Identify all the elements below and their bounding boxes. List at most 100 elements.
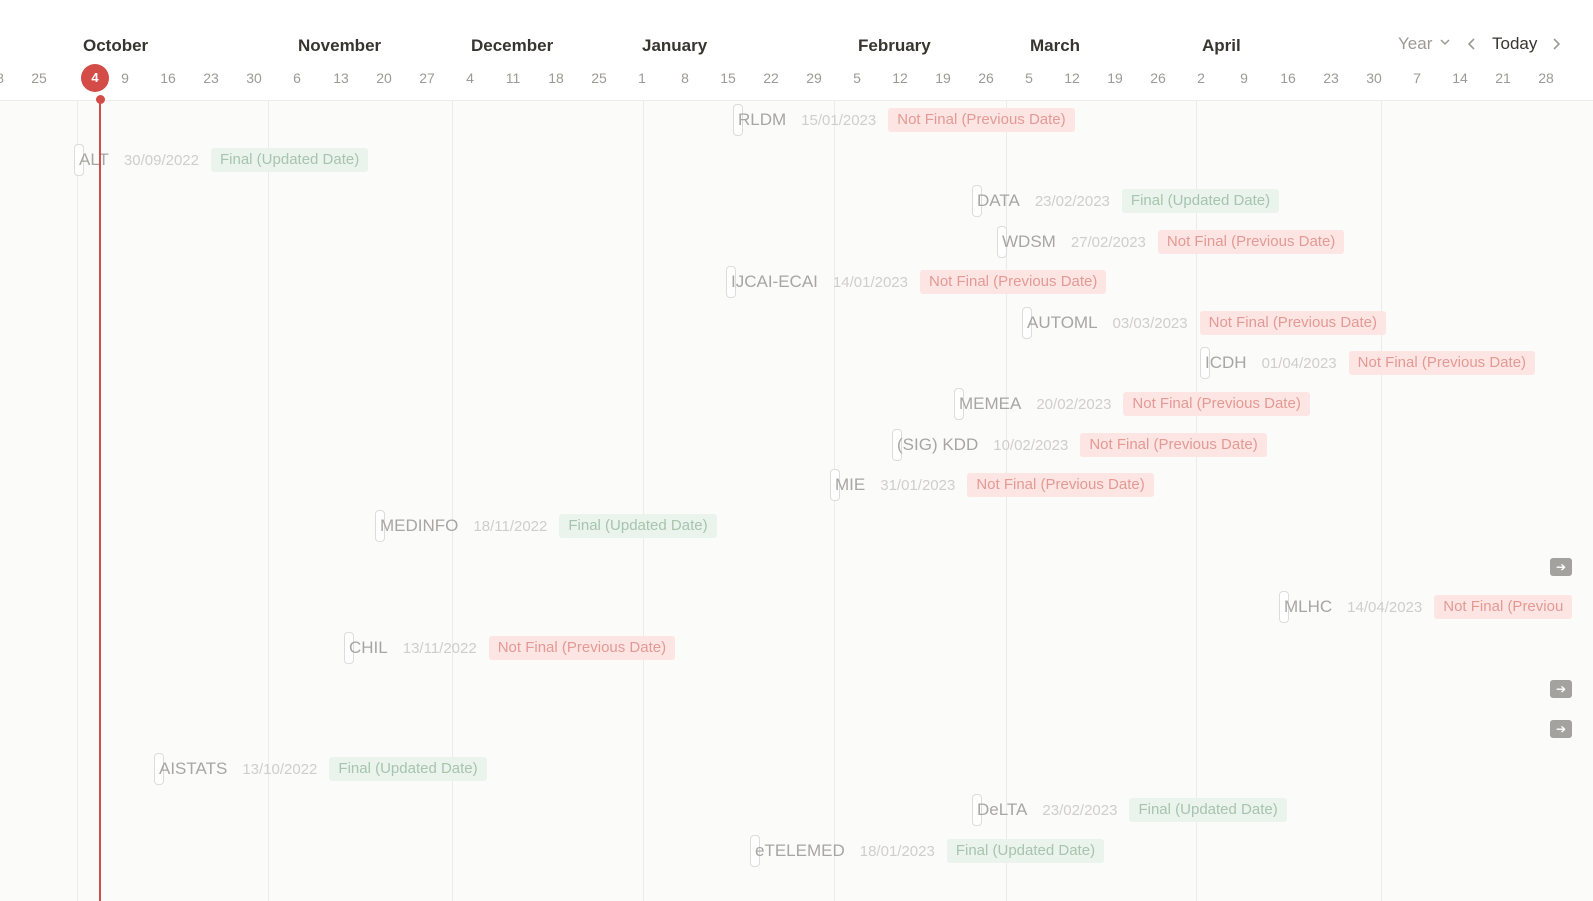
chevron-left-icon[interactable]	[1465, 37, 1479, 51]
timeline-item[interactable]: MLHC 14/04/2023 Not Final (Previou	[1279, 591, 1573, 623]
item-name: eTELEMED	[755, 841, 845, 860]
day-label: 9	[121, 70, 129, 86]
chevron-right-icon[interactable]	[1549, 37, 1563, 51]
day-label: 26	[1150, 70, 1166, 86]
status-badge: Final (Updated Date)	[211, 148, 369, 172]
resize-handle[interactable]	[1022, 307, 1032, 339]
timeline-item[interactable]: CHIL 13/11/2022 Not Final (Previous Date)	[344, 632, 676, 664]
item-date: 13/11/2022	[402, 639, 477, 657]
day-label: 15	[720, 70, 736, 86]
timeline-item[interactable]: AISTATS 13/10/2022 Final (Updated Date)	[154, 753, 487, 785]
timeline-item[interactable]: ALT 30/09/2022 Final (Updated Date)	[74, 144, 369, 176]
view-selector[interactable]: Year	[1398, 34, 1451, 54]
item-date: 18/11/2022	[473, 517, 548, 535]
status-badge: Not Final (Previous Date)	[888, 108, 1075, 132]
item-name: MEDINFO	[380, 516, 459, 535]
timeline-item[interactable]: AUTOML 03/03/2023 Not Final (Previous Date…	[1022, 307, 1387, 339]
timeline-item[interactable]: ICDH 01/04/2023 Not Final (Previous Date)	[1200, 347, 1536, 379]
day-label: 5	[1025, 70, 1033, 86]
resize-handle[interactable]	[750, 835, 760, 867]
day-label: 9	[1240, 70, 1248, 86]
status-badge: Not Final (Previous Date)	[1199, 311, 1387, 335]
resize-handle[interactable]	[892, 429, 902, 461]
item-name: ALT	[79, 150, 109, 169]
timeline-item[interactable]: eTELEMED 18/01/2023 Final (Updated Date)	[750, 835, 1105, 867]
day-label: 11	[505, 70, 521, 86]
resize-handle[interactable]	[375, 510, 385, 542]
item-name: AISTATS	[159, 759, 228, 778]
item-name: DATA	[977, 191, 1020, 210]
arrow-right-icon[interactable]: ➔	[1550, 720, 1572, 738]
day-label: 5	[853, 70, 861, 86]
day-label: 25	[591, 70, 607, 86]
status-badge: Not Final (Previous Date)	[488, 636, 676, 660]
arrow-right-icon[interactable]: ➔	[1550, 680, 1572, 698]
item-name: MLHC	[1284, 597, 1333, 616]
day-label: 1	[638, 70, 646, 86]
resize-handle[interactable]	[972, 794, 982, 826]
status-badge: Not Final (Previous Date)	[1157, 230, 1345, 254]
day-label: 8	[0, 70, 17, 86]
day-label: 8	[681, 70, 689, 86]
month-label: December	[471, 36, 554, 55]
resize-handle[interactable]	[954, 388, 964, 420]
timeline-item[interactable]: MIE 31/01/2023 Not Final (Previous Date)	[830, 469, 1154, 501]
day-label: 20	[376, 70, 392, 86]
timeline-item[interactable]: DeLTA 23/02/2023 Final (Updated Date)	[972, 794, 1287, 826]
resize-handle[interactable]	[830, 469, 840, 501]
timeline-item[interactable]: MEDINFO 18/11/2022 Final (Updated Date)	[375, 510, 717, 542]
timeline-item[interactable]: MEMEA 20/02/2023 Not Final (Previous Date)	[954, 388, 1310, 420]
status-badge: Not Final (Previous Date)	[1080, 433, 1267, 457]
resize-handle[interactable]	[972, 185, 982, 217]
item-name: DeLTA	[977, 800, 1028, 819]
resize-handle[interactable]	[1279, 591, 1289, 623]
arrow-right-icon[interactable]: ➔	[1550, 558, 1572, 576]
timeline-item[interactable]: DATA 23/02/2023 Final (Updated Date)	[972, 185, 1280, 217]
resize-handle[interactable]	[344, 632, 354, 664]
timeline-item[interactable]: RLDM 15/01/2023 Not Final (Previous Date)	[733, 104, 1075, 136]
day-label: 26	[978, 70, 994, 86]
resize-handle[interactable]	[74, 144, 84, 176]
month-label: March	[1030, 36, 1081, 55]
day-label: 7	[1413, 70, 1421, 86]
day-label: 19	[935, 70, 951, 86]
resize-handle[interactable]	[726, 266, 736, 298]
item-date: 31/01/2023	[880, 476, 956, 494]
item-date: 03/03/2023	[1112, 314, 1188, 332]
timeline-item[interactable]: (SIG) KDD 10/02/2023 Not Final (Previous D…	[892, 429, 1267, 461]
month-gridline	[452, 100, 453, 901]
item-name: IJCAI-ECAI	[731, 272, 818, 291]
item-date: 10/02/2023	[993, 436, 1069, 454]
day-label: 25	[31, 70, 47, 86]
today-marker: 4	[81, 64, 109, 92]
item-name: (SIG) KDD	[897, 435, 979, 454]
day-label: 19	[1107, 70, 1123, 86]
day-label: 16	[160, 70, 176, 86]
today-line	[99, 100, 101, 901]
timeline-item[interactable]: IJCAI-ECAI 14/01/2023 Not Final (Previous …	[726, 266, 1107, 298]
month-label: January	[642, 36, 708, 55]
resize-handle[interactable]	[733, 104, 743, 136]
resize-handle[interactable]	[1200, 347, 1210, 379]
status-badge: Final (Updated Date)	[1121, 189, 1280, 213]
resize-handle[interactable]	[997, 226, 1007, 258]
today-button[interactable]: Today	[1492, 34, 1538, 53]
day-label: 13	[333, 70, 349, 86]
timeline-item[interactable]: WDSM 27/02/2023 Not Final (Previous Date)	[997, 226, 1345, 258]
status-badge: Not Final (Previous Date)	[1123, 392, 1310, 416]
resize-handle[interactable]	[154, 753, 164, 785]
item-date: 01/04/2023	[1261, 354, 1337, 372]
item-name: WDSM	[1002, 232, 1056, 251]
day-label: 21	[1495, 70, 1511, 86]
day-label: 6	[293, 70, 301, 86]
month-gridline	[77, 100, 78, 901]
item-name: MEMEA	[959, 394, 1022, 413]
item-name: CHIL	[349, 638, 388, 657]
day-label: 2	[1197, 70, 1205, 86]
day-label: 23	[203, 70, 219, 86]
timeline-header: October November December January February Ma…	[0, 0, 1593, 101]
status-badge: Final (Updated Date)	[329, 757, 487, 781]
day-label: 23	[1323, 70, 1339, 86]
day-label: 4	[466, 70, 474, 86]
item-date: 15/01/2023	[801, 111, 877, 129]
